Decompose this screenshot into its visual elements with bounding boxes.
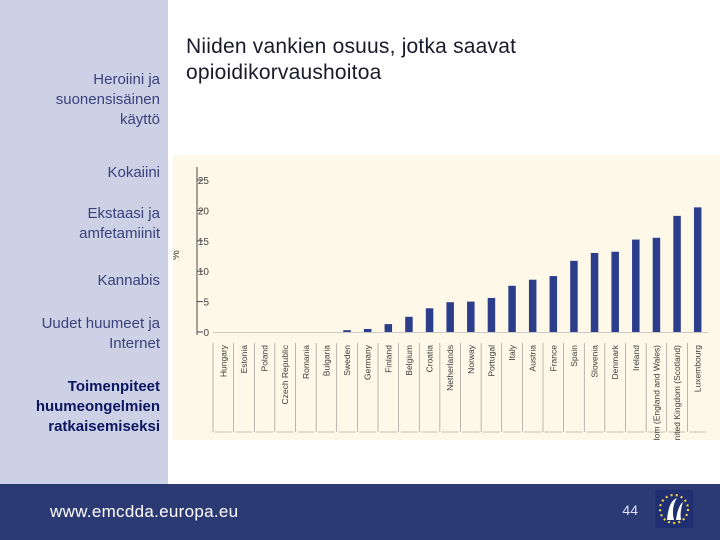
category-label: Hungary [218,344,228,377]
sidebar: Heroiini ja suonensisäinen käyttö Kokaii… [0,0,168,484]
sidebar-item-responses[interactable]: Toimenpiteet huumeongelmien ratkaisemise… [36,377,160,437]
y-axis-label: % [173,250,182,260]
y-tick-label: 10 [198,267,210,278]
category-label: Italy [507,344,517,360]
slide-title-line: Niiden vankien osuus, jotka saavat [186,35,517,58]
category-label: Bulgaria [321,345,331,376]
bar [425,308,434,332]
bar [446,302,454,332]
sidebar-item-label: Uudet huumeet ja [41,315,160,332]
bar [590,252,599,332]
category-label: Slovenia [590,345,600,378]
bar [467,301,475,332]
category-label: Belgium [404,345,414,376]
category-label: Ireland [631,345,641,371]
bar [632,239,640,332]
sidebar-item-label: Toimenpiteet [67,378,160,395]
sidebar-item-label: huumeongelmien [35,398,160,415]
sidebar-item-cocaine[interactable]: Kokaiini [107,163,160,183]
category-label: Norway [466,344,476,374]
category-label: Romania [301,345,311,379]
category-label: Estonia [239,345,249,374]
sidebar-item-label: käyttö [119,111,160,128]
sidebar-item-label: Kannabis [97,272,160,289]
sidebar-item-ecstasy[interactable]: Ekstaasi ja amfetamiinit [79,204,160,244]
footer: www.emcdda.europa.eu 44 [0,484,720,540]
chart-panel: 0 5 10 15 20 25% Hungary Estonia Poland Czech Rep… [173,155,720,440]
bar [673,215,681,332]
bar [487,297,496,332]
bar [611,251,619,332]
bar [384,324,393,332]
bar [343,330,351,332]
bar-chart: 0 5 10 15 20 25% Hungary Estonia Poland Czech Rep… [173,167,708,440]
sidebar-item-label: ratkaisemiseksi [48,418,160,435]
sidebar-item-label: Internet [109,335,160,352]
bar [570,260,578,332]
category-label: Netherlands [445,345,455,391]
category-label: Denmark [610,344,620,379]
y-tick-label: 15 [198,237,210,248]
category-label: Germany [363,344,373,380]
bar [363,328,372,332]
category-label: Finland [383,345,393,373]
slide-title: Niiden vankien osuus, jotka saavat opioi… [186,34,686,86]
sidebar-item-label: Ekstaasi ja [87,205,160,222]
y-tick-label: 25 [198,176,210,187]
category-label: Luxembourg [693,345,703,393]
category-label: Portugal [486,345,496,377]
footer-url[interactable]: www.emcdda.europa.eu [50,502,239,521]
category-label: Poland [260,345,270,372]
category-label: Sweden [342,345,352,376]
page-number: 44 [622,502,638,518]
bar [508,285,516,332]
y-tick-label: 20 [198,206,210,217]
y-tick-label: 5 [203,298,209,309]
slide-title-line: opioidikorvaushoitoa [186,61,382,84]
bar [693,207,702,332]
bar [405,316,413,332]
category-label: United Kingdom (Scotland) [672,345,682,440]
category-label: United Kingdom (England and Wales) [651,345,661,440]
sidebar-item-cannabis[interactable]: Kannabis [97,271,160,291]
emcdda-logo-icon [655,490,693,528]
bar [528,279,537,332]
category-label: Croatia [425,345,435,373]
sidebar-item-label: amfetamiinit [79,225,160,242]
sidebar-item-label: suonensisäinen [55,91,160,108]
bar [652,237,661,332]
category-label: Austria [528,345,538,372]
sidebar-item-label: Heroiini ja [93,71,160,88]
sidebar-item-heroin[interactable]: Heroiini ja suonensisäinen käyttö [56,70,160,130]
sidebar-item-new-drugs[interactable]: Uudet huumeet ja Internet [42,314,160,354]
sidebar-item-label: Kokaiini [107,164,160,181]
category-label: Czech Republic [280,344,290,404]
bar [549,276,558,332]
category-label: Spain [569,345,579,367]
y-tick-label: 0 [203,328,209,339]
category-label: France [548,345,558,372]
